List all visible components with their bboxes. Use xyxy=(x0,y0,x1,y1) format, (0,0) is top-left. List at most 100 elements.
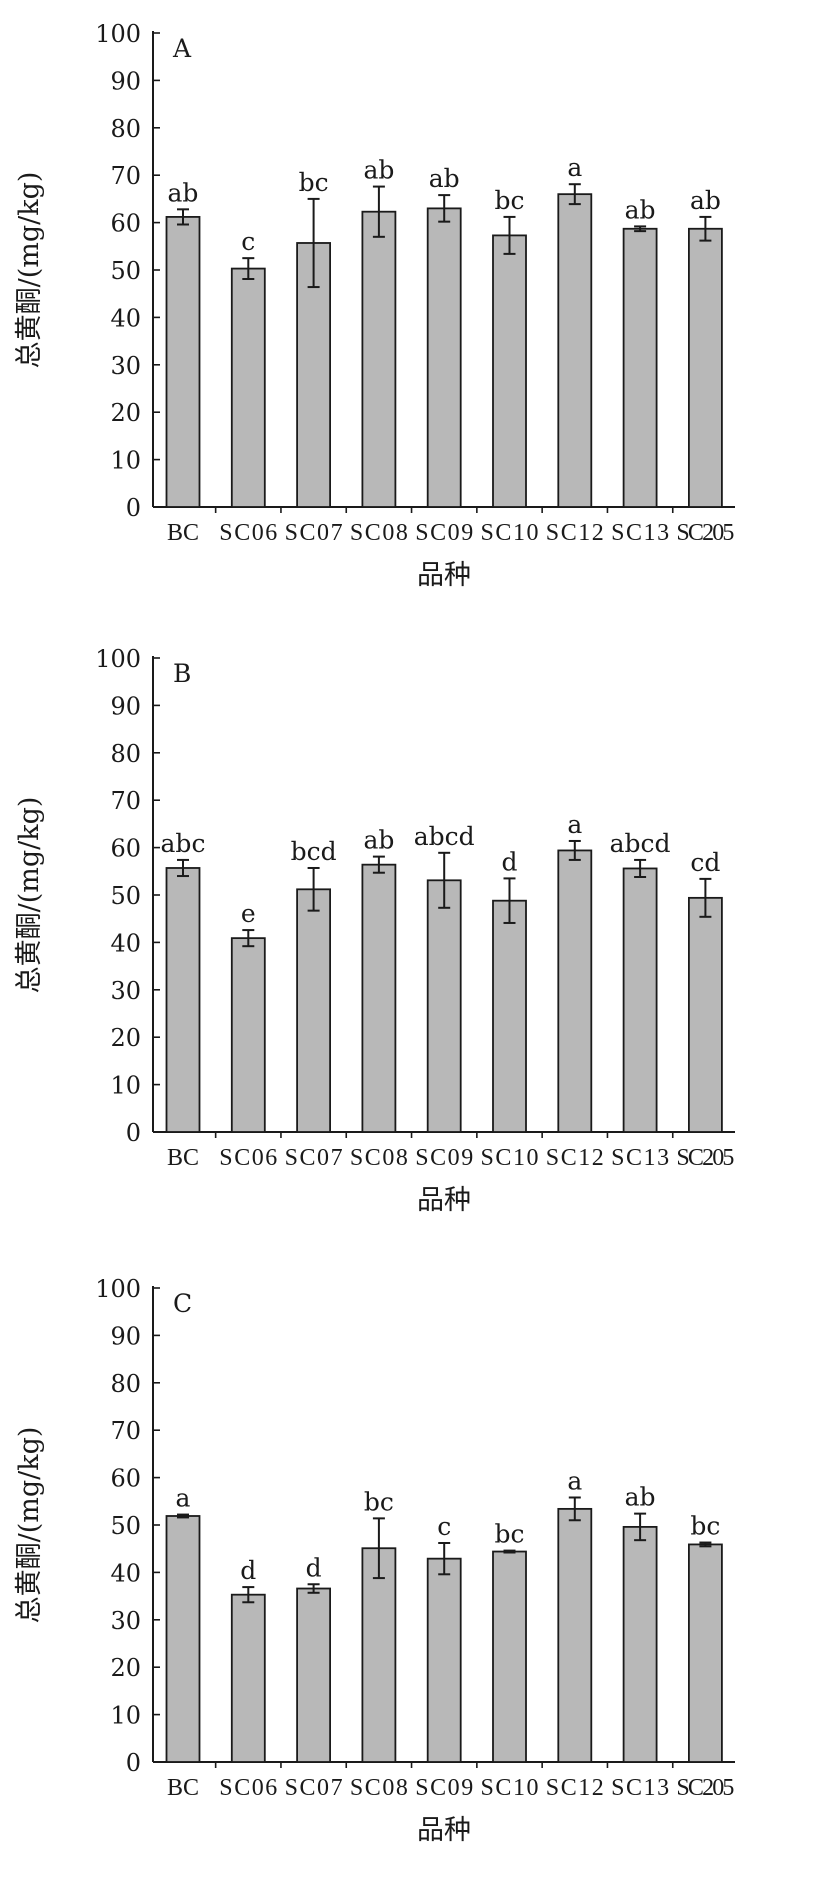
panel-c-x-tick-label: SC13 xyxy=(611,1775,669,1801)
panel-b-bar-sc13 xyxy=(622,867,658,1133)
panel-b-sig-label-sc12: a xyxy=(567,810,582,839)
panel-a-y-tick-label: 20 xyxy=(110,399,141,427)
panel-b-x-tick-label: SC12 xyxy=(546,1145,604,1171)
panel-a-bar-sc13 xyxy=(622,227,658,508)
panel-c-y-tick-label: 80 xyxy=(110,1370,141,1398)
panel-c-error-bar-sc12 xyxy=(568,1496,581,1522)
panel-b-bar-sc10 xyxy=(492,899,527,1133)
panel-a-error-bar-sc08 xyxy=(372,185,385,238)
panel-c-sig-label-sc12: a xyxy=(567,1467,582,1496)
panel-b-x-tick-label: SC07 xyxy=(285,1145,343,1171)
panel-c-bar-bc xyxy=(165,1515,201,1763)
panel-b-y-tick-label: 50 xyxy=(110,882,141,910)
panel-c-bar-sc09 xyxy=(426,1557,462,1763)
panel-b-bar-sc06 xyxy=(230,937,266,1133)
panel-c-y-tick-label: 60 xyxy=(110,1465,141,1493)
panel-b-y-tick-label: 80 xyxy=(110,740,141,768)
panel-b-y-tick-label: 40 xyxy=(110,929,141,957)
panel-b-y-tick-label: 30 xyxy=(110,977,141,1005)
panel-a-y-tick-label: 40 xyxy=(110,304,141,332)
panel-a-error-bar-sc205 xyxy=(699,215,712,242)
panel-a-sig-label-sc09: ab xyxy=(429,164,460,193)
panel-c-x-tick-label: BC xyxy=(167,1775,199,1801)
panel-b-error-bar-sc06 xyxy=(242,929,255,948)
panel-b-bar-sc08 xyxy=(361,863,397,1133)
panel-c: 0 10 20 30 40 50 60 70 80 90 100 BC SC06 SC07 SC08 SC09… xyxy=(14,1275,735,1846)
panel-b-sig-label-sc09: abcd xyxy=(414,822,475,851)
panel-a-sig-label-sc10: bc xyxy=(494,186,524,215)
panel-a-error-bar-sc13 xyxy=(634,225,647,233)
panel-a-x-axis-title: 品种 xyxy=(417,560,471,591)
panel-b-y-tick-label: 90 xyxy=(110,692,141,720)
panel-a-x-tick-label: SC12 xyxy=(546,520,604,546)
panel-c-sig-label-sc09: c xyxy=(437,1512,451,1541)
panel-c-y-tick-label: 100 xyxy=(95,1275,141,1303)
panel-b-sig-label-sc06: e xyxy=(241,899,256,928)
panel-c-bar-sc13 xyxy=(622,1525,658,1763)
panel-a-bar-sc08 xyxy=(361,210,397,508)
panel-c-y-tick-label: 90 xyxy=(110,1322,141,1350)
panel-b-y-tick-label: 100 xyxy=(95,645,141,673)
panel-b-bar-sc12 xyxy=(557,849,593,1133)
panel-c-sig-label-sc205: bc xyxy=(690,1512,720,1541)
panel-b-sig-label-sc07: bcd xyxy=(291,837,337,866)
panel-b-y-tick-label: 60 xyxy=(110,835,141,863)
panel-b-x-tick-label: SC08 xyxy=(350,1145,408,1171)
panel-b-x-axis-title: 品种 xyxy=(417,1185,471,1216)
panel-a-bar-sc06 xyxy=(230,267,266,508)
panel-c-y-tick-label: 40 xyxy=(110,1559,141,1587)
panel-a-x-tick-label: SC205 xyxy=(676,520,734,546)
panel-c-sig-label-sc06: d xyxy=(240,1556,256,1585)
panel-c-error-bar-sc07 xyxy=(307,1583,320,1594)
panel-c-y-tick-label: 30 xyxy=(110,1607,141,1635)
panel-b-bar-bc xyxy=(165,867,201,1133)
panel-c-error-bar-sc08 xyxy=(372,1517,385,1580)
panel-b-y-tick-label: 20 xyxy=(110,1024,141,1052)
panel-a-y-tick-label: 30 xyxy=(110,352,141,380)
panel-a-bar-sc10 xyxy=(492,234,527,508)
panel-a-error-bar-sc06 xyxy=(242,257,255,281)
panel-b-x-tick-label: SC10 xyxy=(481,1145,539,1171)
panel-c-bar-sc06 xyxy=(230,1593,266,1763)
panel-a-y-tick-label: 70 xyxy=(110,162,141,190)
panel-c-x-tick-label: SC205 xyxy=(676,1775,734,1801)
panel-c-y-tick-label: 0 xyxy=(126,1749,141,1777)
panel-c-sig-label-sc08: bc xyxy=(364,1487,394,1516)
panel-c-error-bar-sc205 xyxy=(699,1541,712,1548)
panel-a-error-bar-sc10 xyxy=(503,215,516,255)
panel-a-error-bar-sc09 xyxy=(438,194,451,223)
panel-c-sig-label-bc: a xyxy=(176,1484,191,1513)
panel-c-y-tick-label: 70 xyxy=(110,1417,141,1445)
panel-b-y-tick-label: 70 xyxy=(110,787,141,815)
panel-b-sig-label-sc13: abcd xyxy=(610,829,671,858)
panel-c-x-tick-label: SC10 xyxy=(481,1775,539,1801)
panel-b-bar-sc205 xyxy=(688,896,723,1133)
panel-a-error-bar-bc xyxy=(177,208,189,226)
panel-b-letter: B xyxy=(173,659,191,688)
panel-b-bar-sc09 xyxy=(426,879,462,1133)
panel-c-sig-label-sc13: ab xyxy=(625,1483,656,1512)
panel-a-y-tick-label: 10 xyxy=(110,447,141,475)
panel-c-y-tick-label: 50 xyxy=(110,1512,141,1540)
panel-b-sig-label-sc10: d xyxy=(501,847,517,876)
panel-c-error-bar-sc09 xyxy=(438,1542,451,1576)
panel-c-bar-sc10 xyxy=(492,1550,527,1763)
panel-a-x-tick-label: SC07 xyxy=(285,520,343,546)
panel-b-sig-label-bc: abc xyxy=(161,829,206,858)
panel-c-bar-sc07 xyxy=(296,1587,332,1763)
panel-b-y-axis-title: 总黄酮/(mg/kg) xyxy=(14,797,45,994)
panel-c-error-bar-bc xyxy=(177,1513,189,1519)
panel-a-y-tick-label: 0 xyxy=(126,494,141,522)
panel-a-error-bar-sc12 xyxy=(568,183,581,206)
panel-c-error-bar-sc10 xyxy=(503,1549,516,1554)
panel-a-y-tick-label: 80 xyxy=(110,115,141,143)
panel-c-sig-label-sc07: d xyxy=(306,1553,322,1582)
panel-c-sig-label-sc10: bc xyxy=(494,1520,524,1549)
panel-a-bar-bc xyxy=(165,216,201,508)
panel-a-sig-label-sc12: a xyxy=(567,153,582,182)
panel-a-y-tick-label: 90 xyxy=(110,67,141,95)
panel-b-x-tick-label: SC205 xyxy=(676,1145,734,1171)
panel-b-error-bar-sc10 xyxy=(503,877,516,924)
panel-a-sig-label-sc08: ab xyxy=(363,156,394,185)
